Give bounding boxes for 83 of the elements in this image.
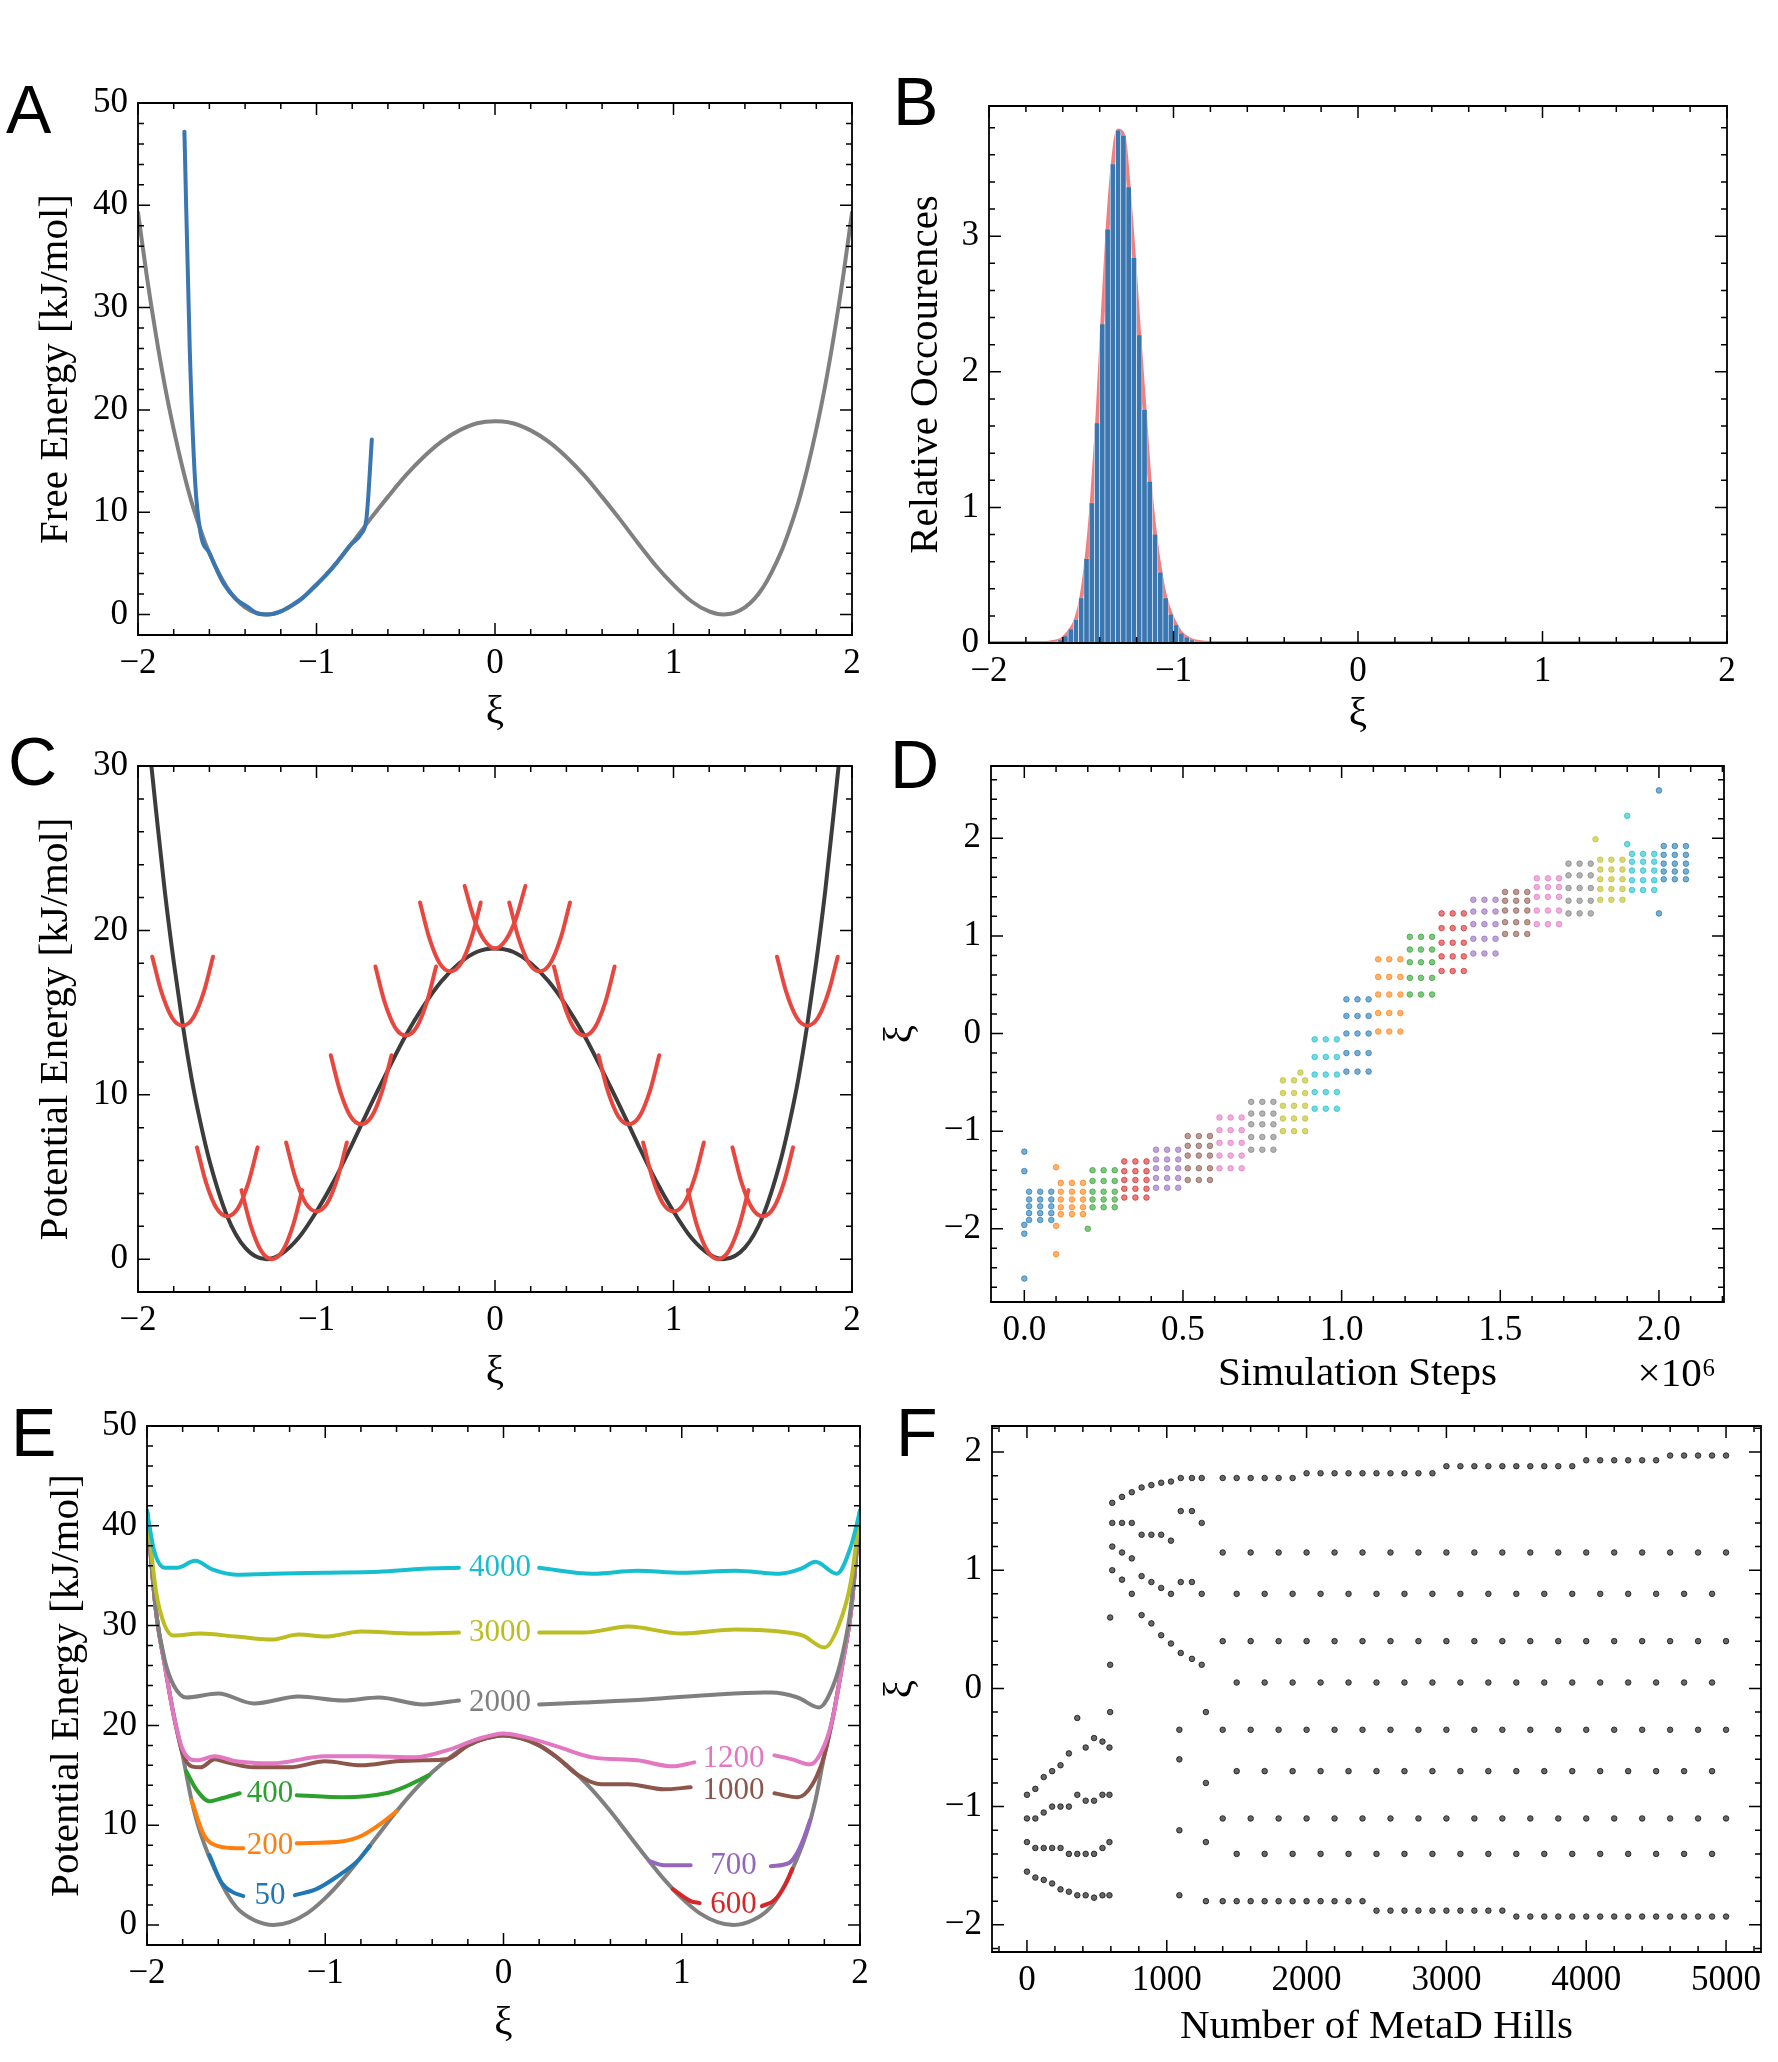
y-tick-label: 2 [964,1430,982,1470]
x-axis-title: Simulation Steps [1217,1348,1498,1395]
y-tick-label: −1 [943,1109,981,1149]
y-tick-label: 0 [964,1666,982,1706]
y-tick-label: −2 [943,1206,981,1246]
y-tick-label: 40 [93,183,128,223]
y-tick-label: 10 [93,1072,128,1112]
y-tick-label: 2 [961,349,979,389]
y-tick-label: 1 [961,485,979,525]
x-tick-label: 3000 [1411,1959,1482,1999]
series-label: 400 [246,1774,294,1810]
x-tick-label: 1 [1533,650,1552,690]
x-tick-label: 0 [494,1952,513,1992]
y-tick-label: 1 [963,914,981,954]
x-axis-title: ξ [485,1345,505,1392]
x-tick-label: 0 [1349,650,1367,690]
x-tick-label: 2000 [1271,1959,1342,1999]
series-label: 3000 [468,1612,531,1648]
x-axis-title: ξ [494,1996,513,2043]
chart-title: D [890,726,940,802]
y-tick-label: 20 [93,388,128,428]
y-tick-label: 40 [102,1504,137,1543]
y-tick-label: 30 [102,1603,137,1643]
x-tick-label: 1 [673,1952,691,1992]
x-tick-label: 5000 [1691,1959,1762,1999]
x-tick-label: −1 [297,1299,336,1339]
y-tick-label: 2 [963,816,981,856]
series-label: 2000 [468,1682,531,1718]
chart-title: C [8,723,58,799]
x-tick-label: −1 [306,1952,344,1992]
y-axis-title: ξ [874,1024,921,1044]
series-label: 50 [254,1875,286,1911]
y-tick-label: 10 [102,1803,137,1843]
y-axis-title: Potential Energy [kJ/mol] [40,1474,87,1897]
text: ×10⁶ [1637,1348,1716,1395]
x-axis-title: ξ [1348,688,1368,735]
x-tick-label: 2 [843,642,861,682]
x-tick-label: 0 [486,1299,504,1339]
y-tick-label: −1 [944,1784,982,1824]
y-tick-label: 0 [110,1237,128,1277]
x-tick-label: −1 [1154,650,1193,690]
x-tick-label: 2.0 [1637,1309,1681,1349]
x-tick-label: 1000 [1131,1959,1202,1999]
chart-title: B [893,63,939,139]
chart-title: A [6,71,52,147]
x-tick-label: 0 [486,642,504,682]
y-axis-title: Free Energy [kJ/mol] [29,194,76,544]
x-tick-label: 1 [664,1299,683,1339]
y-tick-label: 0 [110,592,128,632]
series-label: 4000 [468,1547,531,1583]
y-tick-label: 1 [964,1548,982,1588]
y-tick-label: 50 [102,1404,137,1444]
series-label: 600 [710,1884,757,1920]
x-tick-label: 1.0 [1319,1309,1364,1349]
chart-title: E [11,1394,57,1470]
x-axis-title: ξ [485,685,505,732]
x-tick-label: 2 [843,1299,861,1339]
y-tick-label: 3 [961,214,979,254]
y-tick-label: 20 [102,1703,137,1743]
x-tick-label: 0.0 [1002,1309,1047,1349]
y-tick-label: 0 [119,1903,137,1943]
y-tick-label: 50 [93,81,128,121]
x-tick-label: 1.5 [1478,1309,1523,1349]
y-tick-label: −2 [944,1903,982,1942]
y-tick-label: 0 [963,1011,981,1051]
y-tick-label: 10 [93,490,128,530]
x-tick-label: 0 [1018,1959,1036,1999]
x-tick-label: 2 [851,1952,869,1992]
y-tick-label: 30 [93,285,128,325]
x-axis-title: Number of MetaD Hills [1180,2000,1573,2047]
y-tick-label: 30 [93,744,128,784]
series-label: 200 [246,1825,294,1861]
y-tick-label: 20 [93,908,128,948]
series-label: 700 [710,1845,757,1881]
x-tick-label: 2 [1718,650,1736,690]
y-axis-title: Potential Energy [kJ/mol] [29,817,76,1241]
y-axis-title: Relative Occourences [899,195,946,554]
x-tick-label: 4000 [1551,1959,1622,1999]
x-tick-label: −1 [297,642,336,682]
y-axis-title: ξ [874,1679,921,1699]
chart-title: F [896,1394,938,1470]
x-tick-label: 0.5 [1161,1309,1205,1349]
x-tick-label: 1 [664,642,683,682]
